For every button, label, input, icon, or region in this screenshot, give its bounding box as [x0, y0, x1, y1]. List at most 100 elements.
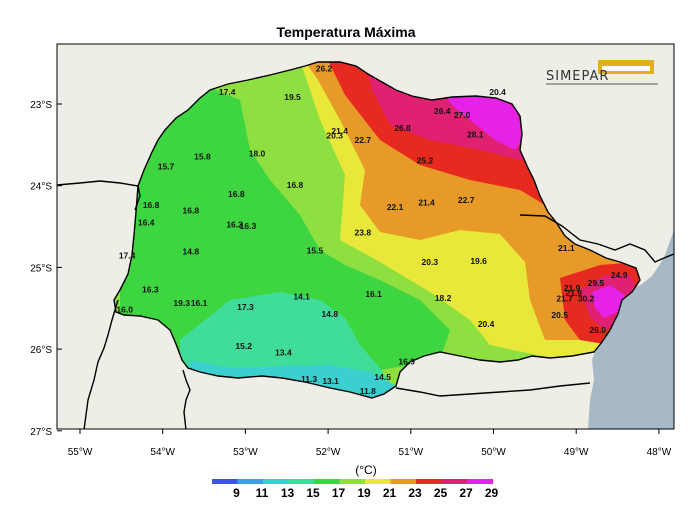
station-value: 26.4: [434, 106, 451, 116]
colorbar-label: 19: [357, 486, 371, 500]
state-border: [519, 214, 674, 263]
colorbar-swatch: [263, 479, 289, 484]
station-value: 21.7: [556, 294, 573, 304]
station-value: 20.3: [326, 130, 343, 140]
colorbar-label: 29: [485, 486, 499, 500]
station-value: 26.8: [394, 123, 411, 133]
station-value: 17.4: [219, 87, 236, 97]
station-value: 27.0: [454, 110, 471, 120]
lon-tick-label: 53°W: [233, 447, 258, 458]
colorbar-swatch: [212, 479, 238, 484]
station-value: 14.8: [322, 309, 339, 319]
colorbar-swatch: [314, 479, 340, 484]
station-value: 16.1: [365, 289, 382, 299]
station-value: 13.1: [322, 376, 339, 386]
station-value: 16.3: [240, 221, 257, 231]
colorbar-swatch: [467, 479, 493, 484]
station-value: 21.9: [564, 283, 581, 293]
station-value: 15.2: [235, 341, 252, 351]
colorbar-swatch: [237, 479, 264, 484]
lat-tick-label: 23°S: [30, 100, 52, 111]
station-value: 16.8: [143, 200, 160, 210]
station-value: 21.9: [565, 288, 582, 298]
station-value: 30.2: [578, 294, 595, 304]
station-value: 21.1: [558, 243, 575, 253]
lon-tick-label: 49°W: [564, 447, 589, 458]
station-value: 16.8: [228, 189, 245, 199]
colorbar-swatch: [416, 479, 442, 484]
station-value: 26.0: [589, 325, 606, 335]
station-value: 16.8: [287, 180, 304, 190]
station-value: 19.3: [173, 298, 190, 308]
colorbar-label: 13: [281, 486, 295, 500]
station-value: 14.5: [374, 372, 391, 382]
station-value: 11.3: [301, 374, 317, 384]
state-border: [113, 61, 641, 399]
simepar-logo: SIMEPAR: [546, 60, 658, 85]
station-value: 19.6: [470, 256, 487, 266]
station-value: 13.4: [275, 348, 292, 358]
station-value: 16.1: [191, 298, 208, 308]
station-value: 14.1: [293, 291, 310, 301]
station-value: 28.1: [467, 130, 484, 140]
station-value: 16.4: [138, 218, 155, 228]
station-value: 15.8: [194, 152, 211, 162]
temperature-band: [120, 88, 450, 372]
station-value: 16.9: [398, 357, 415, 367]
state-border: [182, 369, 191, 429]
map-frame: [56, 43, 675, 430]
lon-tick-label: 52°W: [316, 447, 341, 458]
colorbar: 9 11 13 15 17 19 21 23 25 27 29: [212, 479, 498, 500]
lat-tick-label: 24°S: [30, 182, 52, 193]
station-value: 15.5: [307, 246, 324, 256]
lat-tick-label: 26°S: [30, 345, 52, 356]
station-value: 22.1: [387, 202, 404, 212]
lat-tick-label: 27°S: [30, 427, 52, 438]
station-value: 16.0: [116, 304, 133, 314]
station-value: 16.2: [226, 219, 243, 229]
colorbar-label: 25: [434, 486, 448, 500]
colorbar-label: 11: [256, 486, 269, 500]
station-value: 20.4: [478, 319, 495, 329]
colorbar-swatch: [339, 479, 366, 484]
colorbar-swatch: [390, 479, 417, 484]
lon-tick-label: 50°W: [481, 447, 506, 458]
station-value: 24.9: [611, 270, 628, 280]
temperature-band: [440, 90, 525, 150]
station-value: 17.3: [237, 302, 254, 312]
country-border: [57, 180, 141, 211]
station-value: 23.8: [355, 228, 372, 238]
colorbar-label: 9: [233, 486, 240, 500]
station-value: 20.3: [422, 257, 439, 267]
lon-tick-label: 55°W: [68, 447, 93, 458]
station-value: 19.5: [284, 92, 301, 102]
station-value: 20.4: [489, 87, 506, 97]
colorbar-label: 27: [459, 486, 473, 500]
logo-text: SIMEPAR: [546, 69, 609, 84]
colorbar-swatch: [288, 479, 315, 484]
station-value: 18.0: [249, 148, 266, 158]
state-border: [395, 382, 591, 397]
station-value: 29.5: [588, 278, 605, 288]
country-border: [83, 299, 119, 429]
station-value: 22.7: [355, 135, 372, 145]
map-title: Temperatura Máxima: [276, 24, 416, 40]
lon-tick-label: 48°W: [647, 447, 672, 458]
station-value: 21.4: [418, 197, 435, 207]
temperature-band: [592, 285, 625, 318]
ocean: [588, 230, 674, 429]
unit-label: (°C): [355, 463, 376, 477]
station-value: 20.5: [551, 310, 568, 320]
lon-tick-label: 51°W: [399, 447, 424, 458]
station-value: 22.7: [458, 195, 475, 205]
colorbar-label: 15: [306, 486, 320, 500]
station-value: 18.2: [435, 293, 452, 303]
station-value: 16.3: [142, 285, 159, 295]
lon-tick-label: 54°W: [150, 447, 175, 458]
station-value: 17.4: [119, 250, 136, 260]
station-value: 14.8: [183, 246, 200, 256]
station-value: 25.2: [417, 156, 434, 166]
lat-tick-label: 25°S: [30, 263, 52, 274]
colorbar-swatch: [365, 479, 391, 484]
